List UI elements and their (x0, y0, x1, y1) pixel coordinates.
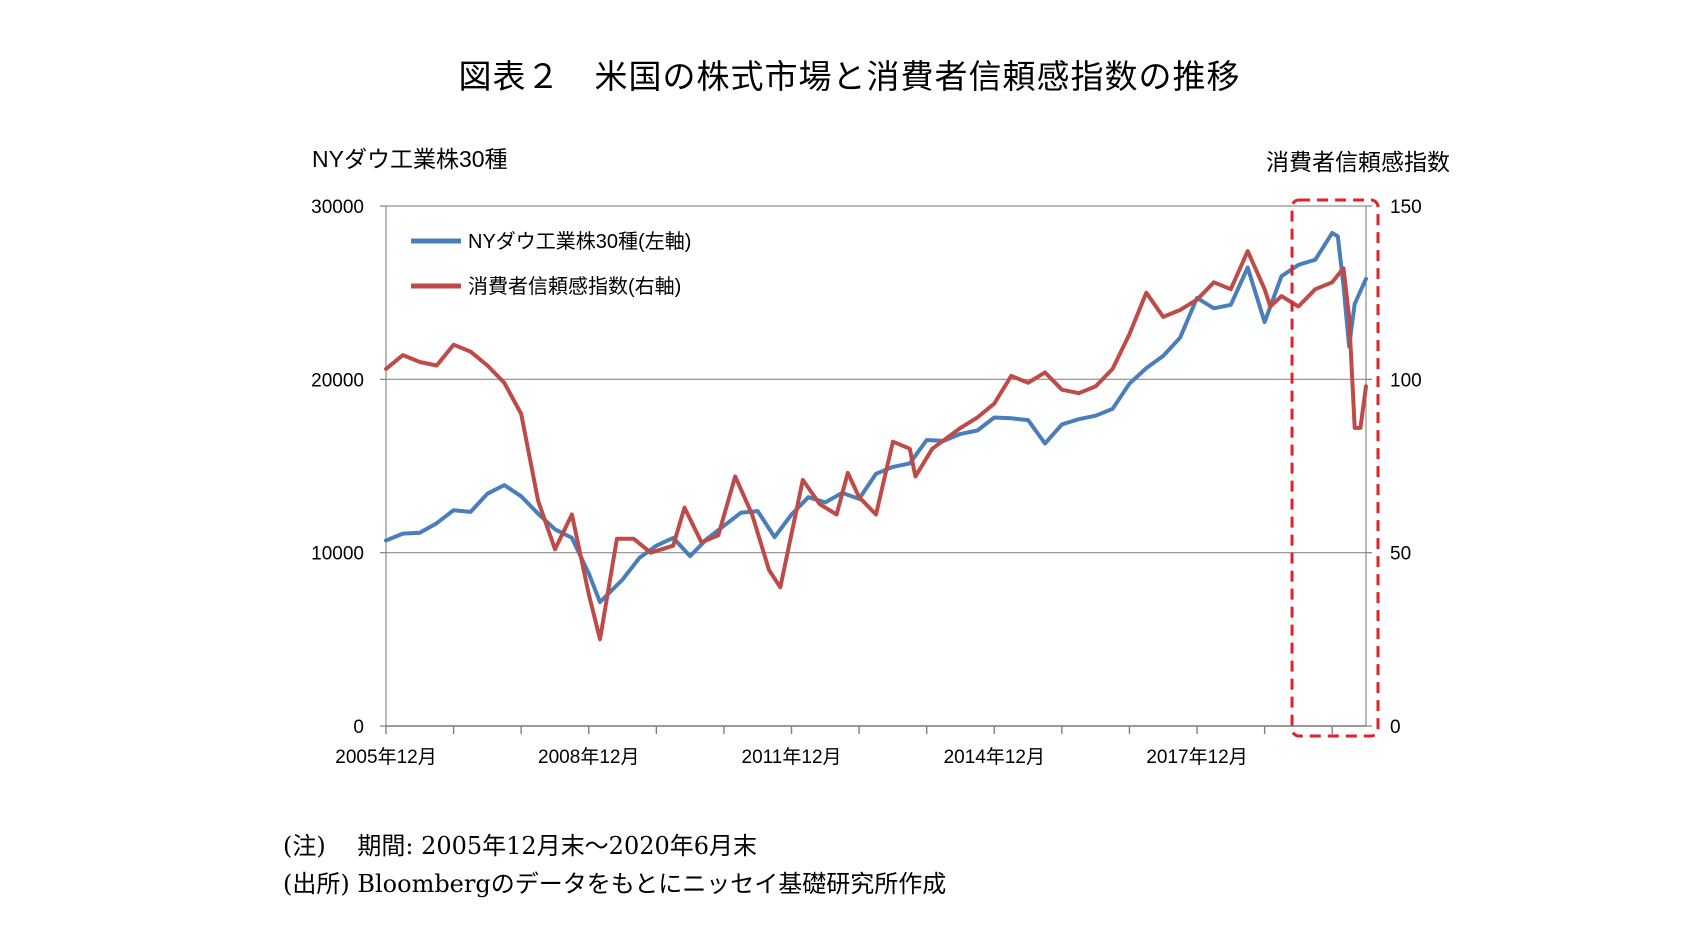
right-tick-label: 150 (1390, 197, 1422, 218)
legend: NYダウ工業株30種(左軸) 消費者信頼感指数(右軸) (411, 230, 691, 298)
legend-label-2: 消費者信頼感指数(右軸) (468, 275, 681, 298)
x-tick-label: 2005年12月 (335, 746, 436, 768)
left-tick-label: 0 (353, 717, 364, 738)
highlight-layer (1290, 198, 1380, 738)
left-axis-title: NYダウ工業株30種 (312, 146, 508, 172)
right-axis-title: 消費者信頼感指数 (1266, 149, 1450, 175)
left-tick-label: 30000 (311, 197, 364, 218)
legend-label-1: NYダウ工業株30種(左軸) (468, 230, 691, 253)
right-tick-label: 100 (1390, 370, 1422, 391)
chart-title: 図表２ 米国の株式市場と消費者信頼感指数の推移 (458, 57, 1241, 96)
x-tick-label: 2011年12月 (742, 746, 842, 768)
axes: 0 10000 20000 30000 0 50 100 150 2005年12月 2008年12… (311, 197, 1422, 768)
note-period: (注) 期間: 2005年12月末～2020年6月末 (283, 832, 758, 860)
axis-titles: NYダウ工業株30種 消費者信頼感指数 (312, 146, 1450, 175)
x-tick-label: 2008年12月 (538, 746, 639, 768)
x-tick-label: 2017年12月 (1146, 746, 1247, 768)
highlight-box (1290, 198, 1380, 738)
left-tick-label: 20000 (311, 370, 364, 391)
series-line-1 (384, 230, 1368, 605)
note-source: (出所) Bloombergのデータをもとにニッセイ基礎研究所作成 (283, 870, 947, 898)
left-tick-label: 10000 (311, 544, 364, 565)
right-tick-label: 50 (1390, 544, 1411, 565)
series-layer (384, 230, 1368, 642)
x-tick-label: 2014年12月 (944, 746, 1045, 768)
gridlines (386, 378, 1366, 554)
right-tick-label: 0 (1390, 717, 1401, 738)
series-line-2 (384, 249, 1368, 642)
